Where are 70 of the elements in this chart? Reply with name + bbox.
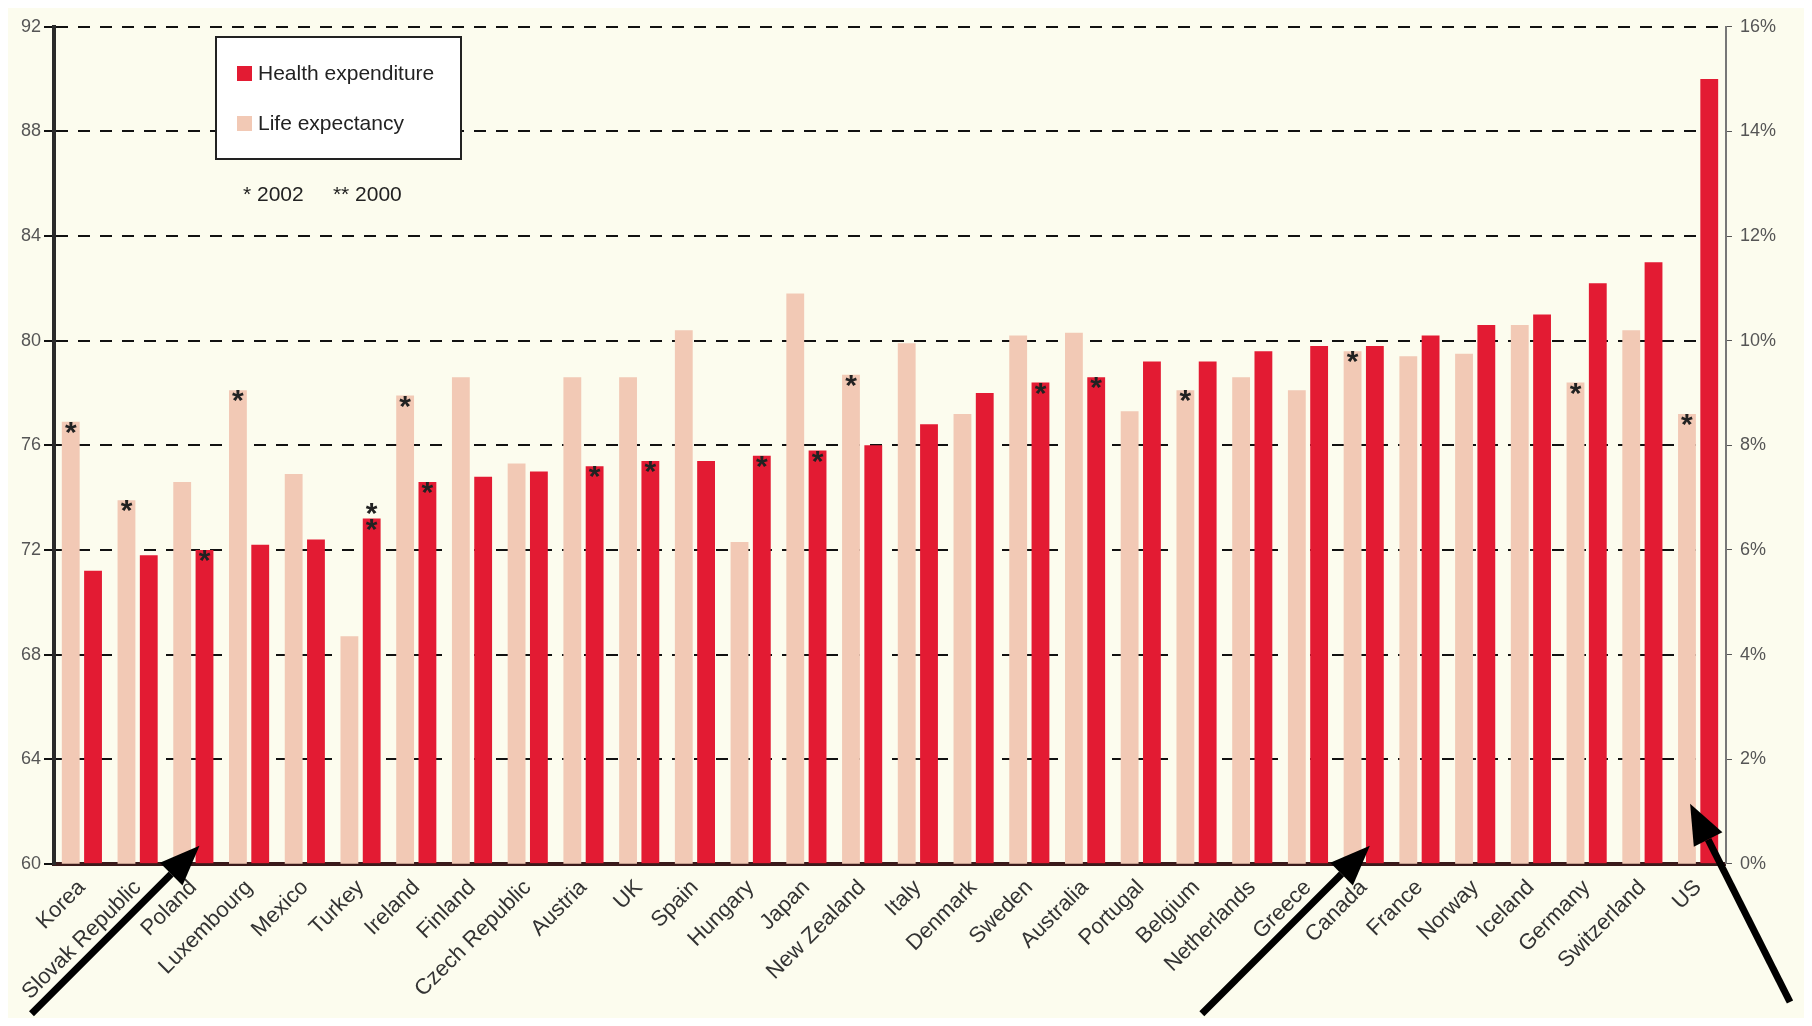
y-tick-label: 76 (20, 434, 42, 455)
x-tick-label: UK (607, 874, 648, 914)
bar (1198, 361, 1217, 864)
annotation: * (644, 453, 657, 487)
annotation: ** (365, 495, 378, 545)
bar (808, 450, 827, 864)
bar (529, 471, 548, 864)
annotation: * (198, 542, 211, 576)
y-tick-label: 72 (20, 538, 42, 559)
bar (975, 392, 994, 864)
y-tick-label: 84 (20, 225, 42, 246)
y2-tick-label: 12% (1739, 225, 1776, 246)
annotation: * 2002 ** 2000 (243, 182, 403, 206)
bar (1365, 345, 1384, 864)
bar (1533, 314, 1551, 864)
bar (1421, 335, 1440, 864)
bar (585, 466, 604, 864)
y-tick-label: 92 (20, 15, 42, 36)
annotation: * (755, 448, 768, 482)
y2-tick-label: 10% (1739, 329, 1776, 350)
bar (1254, 351, 1273, 864)
y2-tick-label: 4% (1739, 643, 1766, 664)
annotation: * (1569, 375, 1582, 409)
annotation: * (120, 493, 133, 527)
annotation: * (421, 474, 434, 508)
bar (1477, 324, 1496, 864)
y-tick-label: 68 (20, 643, 42, 664)
bar (1087, 377, 1106, 864)
y-tick-label: 88 (20, 120, 42, 141)
annotation: * (811, 443, 824, 477)
legend-label: Life expectancy (258, 111, 404, 135)
y2-tick-label: 0% (1739, 852, 1766, 873)
x-tick-label: US (1666, 874, 1706, 914)
bar (474, 476, 493, 864)
bar (641, 460, 660, 864)
bar (1310, 345, 1329, 864)
annotation: * (399, 388, 412, 422)
bar (920, 424, 938, 864)
y-tick-label: 64 (20, 748, 42, 769)
y-tick-label: 60 (20, 852, 42, 873)
bar (1588, 283, 1607, 864)
y-tick-label: 80 (20, 329, 42, 350)
bar (362, 518, 381, 864)
annotation: * (232, 383, 245, 417)
annotation: * (1346, 344, 1359, 378)
bar (84, 570, 102, 864)
annotation: * (1179, 383, 1192, 417)
annotation: * (845, 367, 858, 401)
bar (195, 549, 214, 864)
y2-tick-label: 14% (1739, 120, 1776, 141)
annotation: * (588, 459, 601, 493)
bar (1644, 262, 1663, 864)
bar (864, 445, 883, 864)
y2-tick-label: 2% (1739, 748, 1766, 769)
bar (1031, 382, 1050, 864)
bar (418, 481, 437, 864)
bar (307, 539, 325, 864)
bar (251, 544, 270, 864)
y2-tick-label: 6% (1739, 538, 1766, 559)
bar (139, 555, 158, 864)
annotation: * (1090, 370, 1103, 404)
legend-label: Health expenditure (258, 61, 435, 85)
bar (697, 460, 715, 864)
bar (752, 455, 771, 864)
annotation: * (1681, 406, 1694, 440)
annotation: * (1034, 375, 1047, 409)
y2-tick-label: 16% (1739, 15, 1776, 36)
bar (1143, 361, 1161, 864)
y2-tick-label: 8% (1739, 434, 1766, 455)
annotation: * (64, 414, 77, 448)
